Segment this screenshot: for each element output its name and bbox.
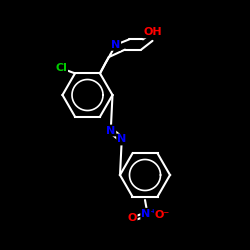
Text: N⁺: N⁺ [141,209,156,219]
Text: N: N [111,40,120,50]
Text: N: N [106,126,116,136]
Text: Cl: Cl [55,63,67,73]
Text: N: N [117,134,126,144]
Text: OH: OH [143,27,162,37]
Text: O⁻: O⁻ [155,210,170,220]
Text: O: O [127,213,137,223]
